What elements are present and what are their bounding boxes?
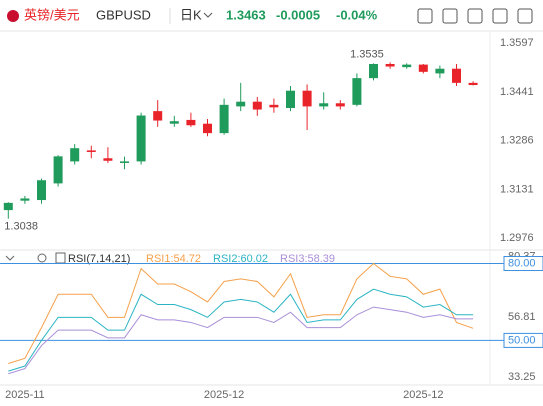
- y-tick-label: 1.3597: [500, 37, 534, 49]
- x-tick-label: 2025-11: [5, 389, 45, 401]
- tool-icon[interactable]: [492, 8, 508, 24]
- legend-label: RSI1:54.72: [146, 253, 201, 265]
- change: -0.0005: [276, 7, 320, 22]
- pair-name[interactable]: 英镑/美元: [24, 7, 80, 22]
- candle-body: [103, 158, 113, 161]
- candle-body: [186, 119, 196, 126]
- candle-body: [236, 101, 246, 107]
- candle-body: [136, 115, 146, 162]
- reference-label: 50.00: [508, 334, 536, 346]
- candle-body: [369, 63, 378, 79]
- dropdown-icon[interactable]: [203, 12, 213, 18]
- reference-label-box: [503, 332, 543, 348]
- candle-body: [418, 64, 428, 72]
- x-tick-label: 2025-12: [403, 389, 443, 401]
- legend-label: RSI3:58.39: [280, 253, 335, 265]
- candle-body: [120, 161, 129, 163]
- change-pct: -0.04%: [336, 7, 378, 22]
- x-tick-label: 2025-12: [204, 389, 244, 401]
- legend-label: RSI2:60.02: [213, 253, 268, 265]
- y-tick-label: 33.25: [508, 371, 536, 383]
- candle-body: [169, 121, 179, 124]
- candle-body: [452, 68, 461, 83]
- reference-label: 80.00: [508, 257, 536, 269]
- rsi-line: [8, 306, 474, 375]
- settings-icon[interactable]: [37, 253, 47, 263]
- candle-body: [302, 90, 312, 107]
- y-tick-label: 1.3131: [500, 183, 534, 195]
- toolbar: [417, 8, 533, 24]
- price: 1.3463: [226, 7, 266, 22]
- symbol: GBPUSD: [96, 7, 151, 22]
- candle-body: [70, 148, 80, 162]
- candle-body: [286, 90, 295, 108]
- candle-body: [53, 156, 63, 184]
- rsi-line: [8, 288, 474, 372]
- candle-body: [468, 82, 478, 86]
- candle-body: [252, 101, 262, 110]
- y-tick-label: 1.3286: [500, 135, 534, 147]
- candle-body: [435, 68, 445, 74]
- y-tick-label: 1.2976: [500, 232, 534, 244]
- tool-icon[interactable]: [467, 8, 483, 24]
- candle-body: [385, 63, 395, 67]
- reference-label-box: [503, 256, 543, 272]
- price-annotation: 1.3038: [4, 220, 38, 232]
- candle-body: [153, 111, 163, 121]
- candle-body: [319, 103, 329, 107]
- candle-body: [20, 198, 30, 201]
- candle-body: [86, 150, 96, 152]
- price-annotation: 1.3535: [350, 48, 384, 60]
- candle-body: [335, 103, 345, 107]
- candle-body: [3, 202, 13, 211]
- y-tick-label: 56.81: [508, 311, 536, 323]
- candle-body: [219, 104, 229, 134]
- candle-body: [37, 180, 46, 201]
- tool-icon[interactable]: [417, 8, 433, 24]
- period[interactable]: 日K: [180, 7, 202, 22]
- candle-body: [352, 78, 362, 105]
- collapse-icon[interactable]: [5, 255, 15, 261]
- rsi-line: [8, 262, 474, 364]
- tool-icon[interactable]: [442, 8, 458, 24]
- rsi-title: RSI(7,14,21): [68, 253, 130, 265]
- y-tick-label: 1.3441: [500, 86, 534, 98]
- tool-icon[interactable]: [517, 8, 533, 24]
- candle-body: [402, 64, 412, 68]
- candle-body: [269, 104, 279, 108]
- candle-body: [203, 123, 212, 134]
- indicator-icon: [55, 252, 66, 264]
- flag-icon: [7, 10, 19, 22]
